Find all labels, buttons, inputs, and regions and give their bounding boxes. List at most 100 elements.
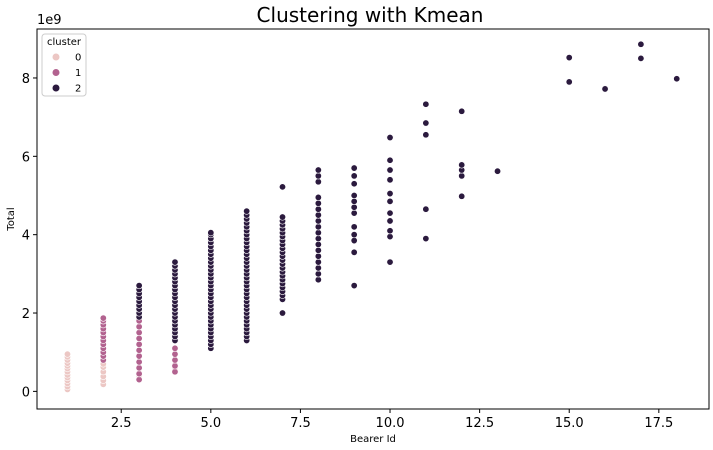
data-point [278, 309, 286, 317]
data-point [601, 85, 609, 93]
data-point [350, 248, 358, 256]
data-point [422, 205, 430, 213]
legend-marker [51, 52, 61, 62]
data-point [350, 164, 358, 172]
data-point [135, 334, 143, 342]
data-point [458, 161, 466, 169]
data-point [314, 217, 322, 225]
data-point [422, 119, 430, 127]
x-axis: 2.5 5.0 7.5 10.0 12.5 15.0 17.5 [111, 409, 673, 431]
data-point [171, 362, 179, 370]
data-point [314, 229, 322, 237]
data-point [278, 213, 286, 221]
y-tick-label: 0 [22, 385, 30, 400]
y-tick-label: 6 [22, 150, 30, 165]
legend-title: cluster [47, 37, 82, 48]
data-point [171, 350, 179, 358]
y-offset-text: 1e9 [37, 13, 62, 28]
data-point [314, 276, 322, 284]
data-point [350, 282, 358, 290]
data-point [637, 40, 645, 48]
data-point [243, 207, 251, 215]
x-tick-label: 7.5 [290, 416, 311, 431]
data-point [565, 78, 573, 86]
data-point [135, 370, 143, 378]
data-point [386, 197, 394, 205]
data-point [171, 368, 179, 376]
data-point [171, 258, 179, 266]
x-tick-label: 15.0 [555, 416, 584, 431]
data-point [314, 240, 322, 248]
data-point [458, 192, 466, 200]
series-2 [135, 40, 681, 352]
x-tick-label: 2.5 [111, 416, 132, 431]
data-point [135, 346, 143, 354]
x-tick-label: 5.0 [200, 416, 221, 431]
data-point [135, 323, 143, 331]
data-point [637, 54, 645, 62]
data-point [350, 197, 358, 205]
data-point [314, 235, 322, 243]
data-point [386, 233, 394, 241]
y-axis: 0 2 4 6 8 [22, 72, 37, 400]
legend-label: 2 [75, 84, 81, 95]
data-point [135, 358, 143, 366]
y-tick-label: 8 [22, 72, 30, 87]
data-point [386, 258, 394, 266]
x-tick-label: 17.5 [644, 416, 673, 431]
data-point [386, 190, 394, 198]
x-axis-label: Bearer Id [350, 434, 396, 445]
data-point [314, 270, 322, 278]
data-point [350, 223, 358, 231]
data-point [386, 209, 394, 217]
series-0 [63, 350, 179, 393]
chart-title: Clustering with Kmean [257, 3, 484, 27]
data-point [565, 54, 573, 62]
data-point [386, 227, 394, 235]
data-point [422, 235, 430, 243]
data-point [422, 100, 430, 108]
data-point [386, 134, 394, 142]
x-tick-label: 12.5 [465, 416, 494, 431]
y-axis-label: Total [6, 207, 17, 231]
y-tick-label: 4 [22, 229, 30, 244]
data-point [135, 364, 143, 372]
data-point [135, 329, 143, 337]
data-point [135, 282, 143, 290]
legend-label: 0 [75, 53, 81, 64]
data-point [350, 231, 358, 239]
data-point [314, 264, 322, 272]
data-point [314, 193, 322, 201]
data-point [171, 344, 179, 352]
data-point [278, 183, 286, 191]
data-point [350, 191, 358, 199]
data-point [135, 340, 143, 348]
legend-marker [51, 68, 61, 77]
data-point [494, 167, 502, 175]
data-point [314, 166, 322, 174]
legend-entries: 0 1 2 [51, 52, 81, 95]
data-point [386, 176, 394, 184]
data-point [350, 237, 358, 245]
data-point [673, 75, 681, 83]
data-point [314, 252, 322, 260]
legend: cluster 0 1 2 [41, 33, 87, 97]
data-point [135, 352, 143, 360]
legend-marker [51, 83, 61, 93]
legend-label: 1 [75, 68, 81, 79]
data-point [458, 172, 466, 180]
data-point [207, 229, 215, 237]
data-point [99, 314, 107, 322]
data-point [63, 350, 71, 358]
data-point [386, 217, 394, 225]
data-point [314, 211, 322, 219]
data-point [350, 209, 358, 217]
data-point [314, 223, 322, 231]
data-point [135, 376, 143, 384]
data-point [422, 131, 430, 139]
x-tick-label: 10.0 [376, 416, 405, 431]
data-point [386, 156, 394, 164]
data-point [386, 166, 394, 174]
data-point [350, 172, 358, 180]
